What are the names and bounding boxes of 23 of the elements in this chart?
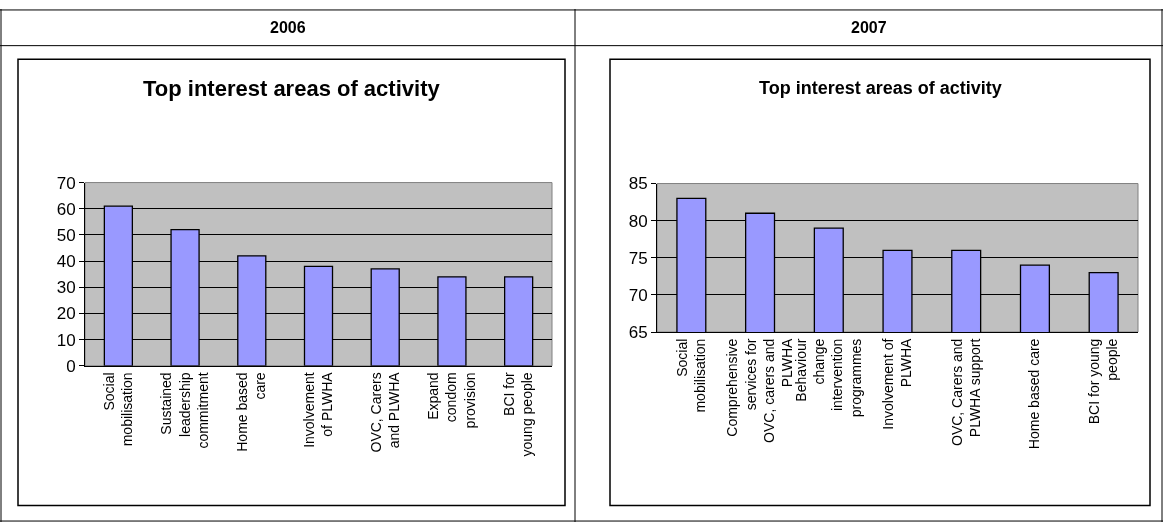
y-tick-label: 0	[66, 356, 76, 376]
y-tick-label: 65	[628, 322, 648, 342]
chart-title: Top interest areas of activity	[759, 78, 1002, 98]
y-tick-label: 85	[628, 174, 648, 194]
y-tick-label: 70	[56, 173, 76, 193]
y-tick-label: 10	[56, 330, 76, 350]
x-tick-label: Social mobilisation	[673, 338, 709, 413]
y-tick-label: 80	[628, 211, 648, 231]
x-tick-label: Social mobilisation	[100, 372, 136, 447]
chart-subtitle: 2006	[270, 19, 306, 36]
y-tick-label: 20	[56, 304, 76, 324]
chart-title: Top interest areas of activity	[143, 76, 441, 101]
y-tick-label: 70	[628, 285, 648, 305]
y-tick-label: 60	[56, 199, 76, 219]
x-tick-label: BCI for young people	[1086, 338, 1121, 425]
chart-subtitle: 2007	[851, 19, 887, 36]
y-tick-label: 30	[56, 278, 76, 298]
x-tick-label: Home based care	[1026, 338, 1043, 450]
x-tick-label: OVC, Carers and PLWHA support	[948, 338, 983, 447]
y-tick-label: 50	[56, 225, 76, 245]
y-tick-label: 40	[56, 252, 76, 272]
y-tick-label: 75	[628, 248, 648, 268]
x-tick-label: Home based care	[234, 372, 269, 452]
